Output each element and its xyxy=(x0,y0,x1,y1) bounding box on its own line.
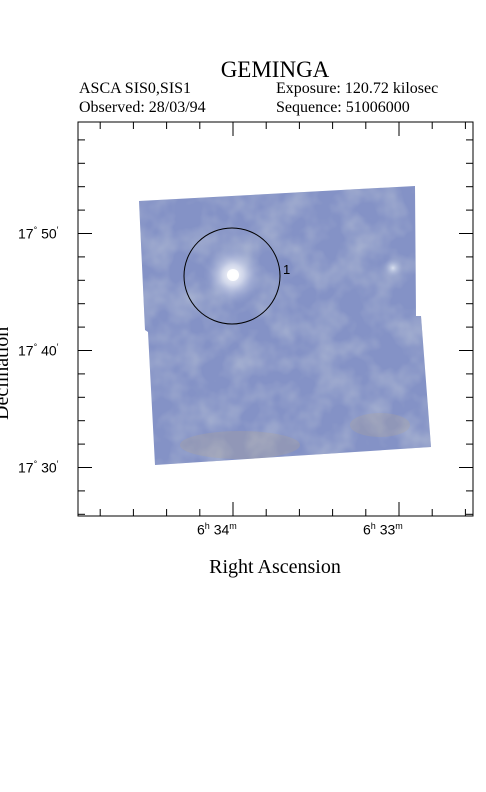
tint-patch xyxy=(180,431,300,459)
x-tick-label: 6h 34m xyxy=(197,521,237,538)
source-core xyxy=(227,269,239,281)
observed-label: Observed: 28/03/94 xyxy=(79,99,206,116)
y-tick-label: 17° 50′ xyxy=(18,225,59,242)
y-tick-label: 17° 40′ xyxy=(18,342,59,359)
plot-frame xyxy=(77,121,474,517)
source-marker-label: 1 xyxy=(283,262,291,277)
instrument-label: ASCA SIS0,SIS1 xyxy=(79,80,192,97)
x-tick-label: 6h 33m xyxy=(363,521,403,538)
source-circle xyxy=(183,227,281,325)
tint-patch xyxy=(350,413,410,437)
x-axis-label: Right Ascension xyxy=(209,556,341,578)
exposure-label: Exposure: 120.72 kilosec xyxy=(276,80,439,97)
image-title: GEMINGA xyxy=(220,57,330,82)
axis-ticks xyxy=(78,122,473,516)
y-axis-label: Declination xyxy=(0,326,13,420)
secondary-spot xyxy=(383,258,403,278)
y-tick-label: 17° 30′ xyxy=(18,459,59,476)
sequence-label: Sequence: 51006000 xyxy=(276,99,410,116)
